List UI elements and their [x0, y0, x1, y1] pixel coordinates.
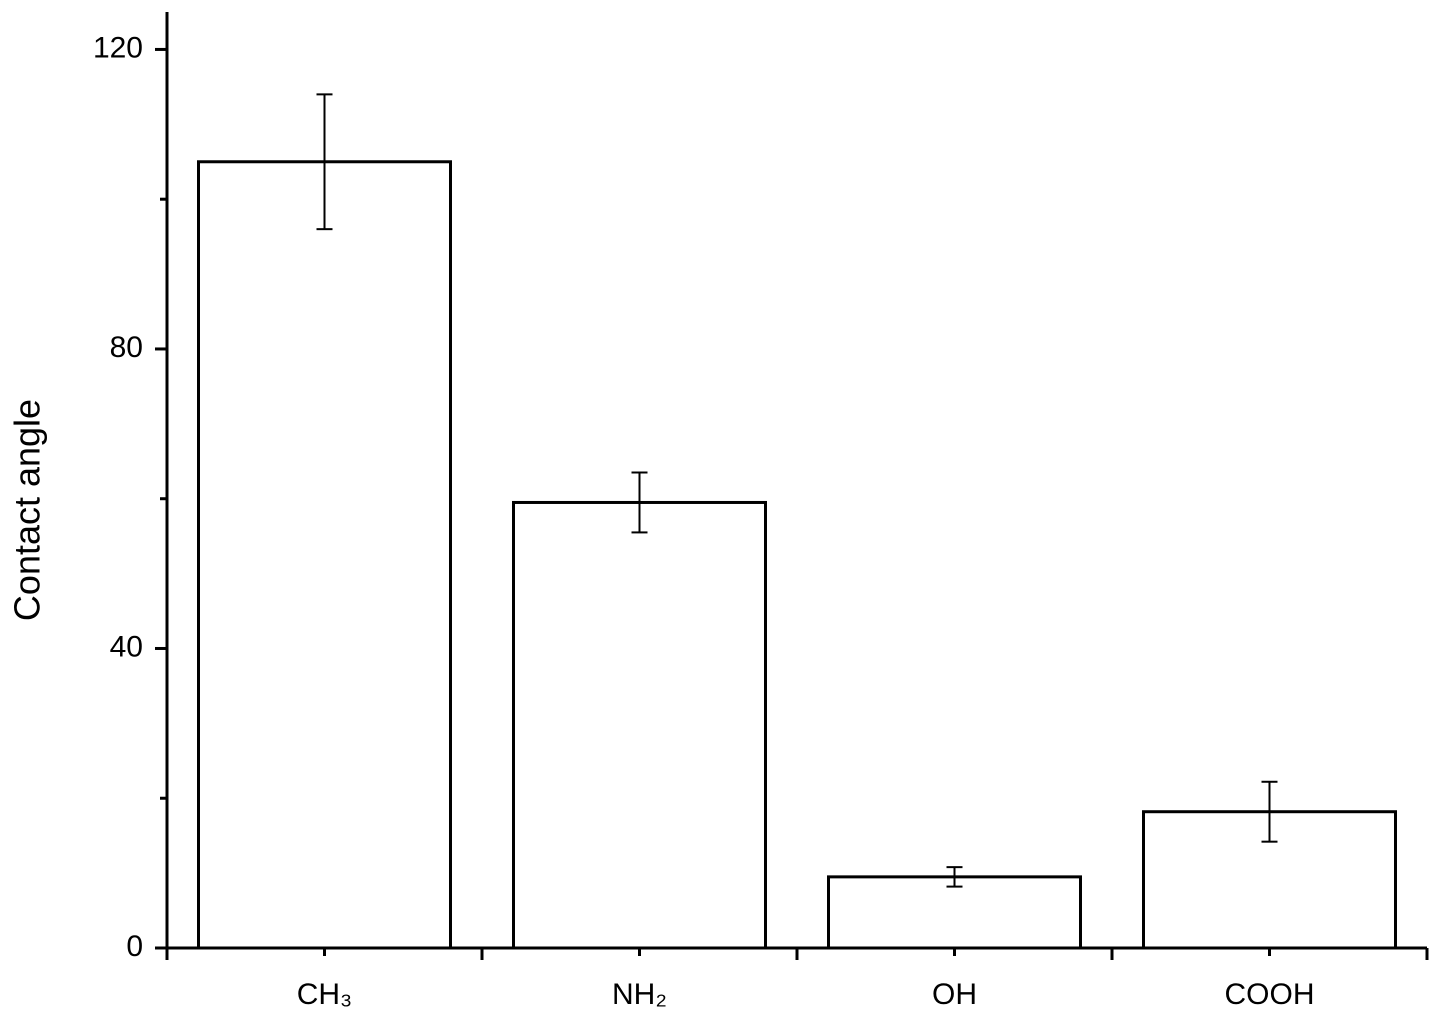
- bar: [827, 875, 1082, 950]
- bar: [512, 500, 767, 950]
- y-tick-label: 40: [110, 630, 143, 663]
- x-tick-label: NH₂: [612, 978, 667, 1011]
- y-tick-label: 0: [126, 930, 143, 963]
- bar: [197, 160, 452, 950]
- error-bar: [316, 93, 333, 231]
- y-axis-label: Contact angle: [7, 399, 48, 621]
- y-tick-label: 80: [110, 331, 143, 364]
- x-tick-label: OH: [932, 978, 977, 1011]
- error-bar: [631, 471, 648, 534]
- y-tick-label: 120: [93, 31, 143, 64]
- x-tick-label: COOH: [1225, 978, 1315, 1011]
- error-bar: [1261, 780, 1278, 843]
- error-bar: [946, 866, 963, 888]
- x-tick-label: CH₃: [297, 978, 353, 1011]
